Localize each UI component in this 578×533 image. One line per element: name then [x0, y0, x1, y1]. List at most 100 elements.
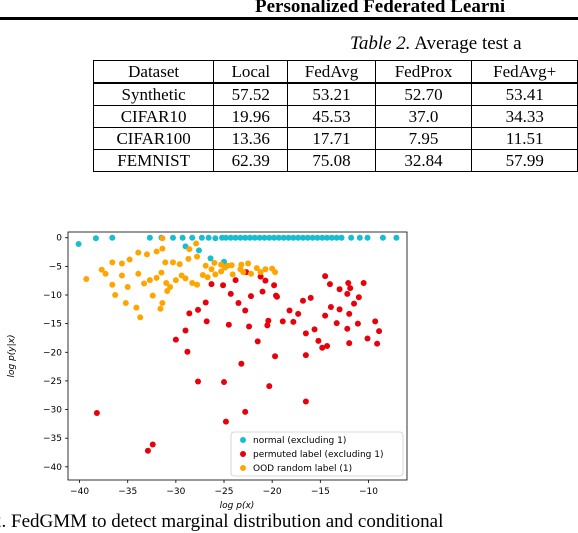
ood-point [262, 266, 269, 273]
permuted-point [322, 273, 329, 280]
ood-point [98, 266, 105, 273]
normal-point [169, 234, 176, 241]
permuted-point [322, 312, 329, 319]
normal-point [222, 234, 229, 241]
permuted-point [182, 327, 189, 334]
permuted-point [307, 294, 314, 301]
ood-point [257, 269, 264, 276]
permuted-point [264, 322, 271, 329]
ood-point [102, 270, 109, 277]
normal-point [237, 234, 244, 241]
permuted-point [266, 383, 273, 390]
normal-point [333, 234, 340, 241]
table-cell: CIFAR10 [92, 105, 215, 128]
permuted-point [222, 418, 229, 425]
permuted-point [238, 360, 245, 367]
permuted-point [345, 279, 352, 286]
permuted-point [184, 348, 191, 355]
permuted-point [208, 281, 215, 288]
y-axis-ticks: 0 −5 −10 −15 −20 −25 −30 −35 −40 [43, 234, 68, 473]
permuted-point [195, 378, 202, 385]
normal-point [324, 234, 331, 241]
ood-point [272, 269, 279, 276]
permuted-point [354, 320, 361, 327]
y-tick-label: −25 [43, 377, 62, 387]
ood-point [118, 260, 125, 267]
normal-point [256, 234, 263, 241]
permuted-point [324, 342, 331, 349]
permuted-point [346, 310, 353, 317]
ood-point [124, 283, 131, 290]
ood-point [194, 281, 201, 288]
header-rule [0, 17, 578, 20]
permuted-point [376, 328, 383, 335]
ood-point [202, 262, 209, 269]
column-header-fedavg-plus: FedAvg+ [471, 60, 578, 84]
legend-marker-ood [240, 465, 246, 471]
ood-point [146, 277, 153, 284]
permuted-point [242, 408, 249, 415]
table-row: CIFAR100 13.36 17.71 7.95 11.51 [92, 127, 578, 150]
ood-point [126, 256, 133, 263]
permuted-point [186, 310, 193, 317]
permuted-point [346, 340, 353, 347]
ood-point [185, 255, 192, 262]
permuted-point [259, 288, 266, 295]
x-tick-label: −30 [166, 487, 185, 497]
table-cell: 17.71 [287, 127, 376, 150]
permuted-point [326, 281, 333, 288]
ood-point [135, 270, 142, 277]
legend-label-ood: OOD random label (1) [253, 464, 352, 474]
y-tick-label: −15 [43, 320, 62, 330]
column-header-fedprox: FedProx [374, 60, 473, 84]
table-cell: 19.96 [213, 105, 289, 128]
table-caption: Table 2. Average test a [350, 33, 522, 55]
normal-point [212, 235, 219, 242]
table-cell: 11.51 [471, 127, 578, 150]
ood-point [137, 314, 144, 321]
x-tick-label: −25 [215, 487, 234, 497]
ood-point [199, 271, 206, 278]
table-cell: 53.21 [287, 82, 376, 106]
y-tick-label: −30 [43, 406, 62, 416]
table-cell: 57.52 [213, 82, 289, 106]
permuted-point [372, 318, 379, 325]
permuted-point [265, 317, 272, 324]
permuted-point [220, 282, 227, 289]
ood-point [189, 279, 196, 286]
ood-point [245, 260, 252, 267]
running-head: Personalized Federated Learni [255, 0, 506, 17]
permuted-point [273, 293, 280, 300]
x-axis-ticks: −40 −35 −30 −25 −20 −15 −10 [70, 480, 378, 497]
ood-point [157, 305, 164, 312]
permuted-point [336, 286, 343, 293]
normal-point [314, 234, 321, 241]
ood-point [112, 292, 119, 299]
ood-point [182, 275, 189, 282]
ood-point [229, 271, 236, 278]
normal-point [92, 235, 99, 242]
ood-point [159, 235, 166, 242]
permuted-point [246, 323, 253, 330]
table-cell: 7.95 [374, 127, 473, 150]
ood-point [208, 266, 215, 273]
ood-point [169, 259, 176, 266]
permuted-point [242, 307, 249, 314]
y-tick-label: −5 [49, 262, 62, 272]
table-cell: FEMNIST [92, 149, 215, 172]
permuted-point [333, 320, 340, 327]
y-tick-label: −10 [43, 291, 62, 301]
ood-point [158, 269, 165, 276]
permuted-point [235, 300, 242, 307]
permuted-point [271, 282, 278, 289]
permuted-point [290, 318, 297, 325]
normal-point [295, 234, 302, 241]
y-tick-label: −40 [43, 463, 62, 473]
normal-point [290, 234, 297, 241]
ood-point [186, 246, 193, 253]
ood-point [228, 262, 235, 269]
ood-point [212, 271, 219, 278]
normal-point [247, 234, 254, 241]
x-tick-label: −35 [118, 487, 137, 497]
permuted-point [202, 299, 209, 306]
